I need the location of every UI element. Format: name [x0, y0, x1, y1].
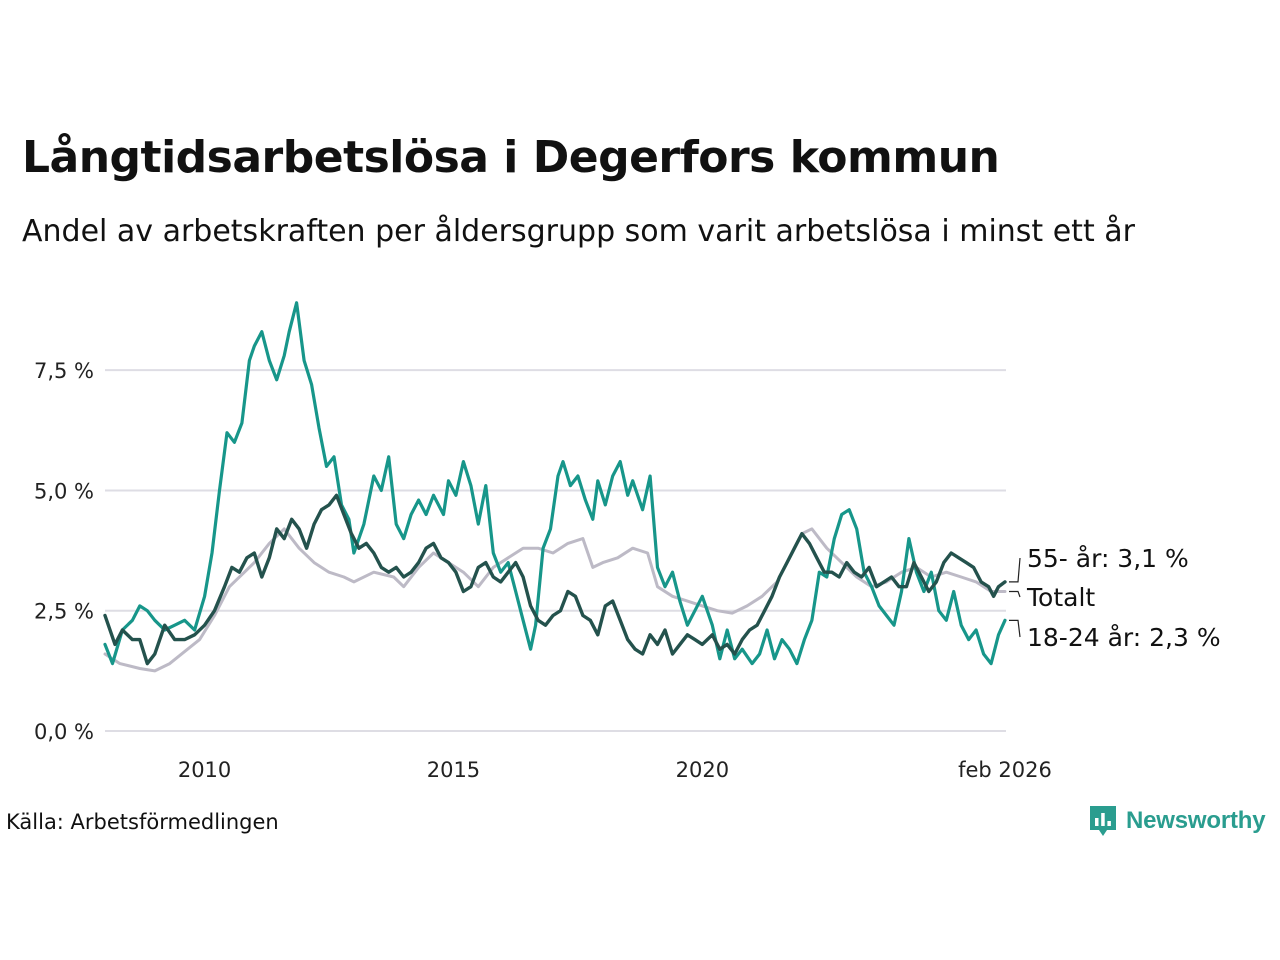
y-tick-label: 2,5 %: [34, 600, 94, 624]
newsworthy-logo-icon: [1090, 806, 1116, 836]
brand[interactable]: Newsworthy: [1088, 804, 1266, 838]
x-tick-label: 2010: [178, 758, 231, 782]
y-tick-label: 5,0 %: [34, 479, 94, 503]
series-label-old: 55- år: 3,1 %: [1027, 544, 1189, 573]
series-label-total: Totalt: [1026, 583, 1095, 612]
label-connector-old: [1009, 557, 1021, 583]
series-line-old: [103, 493, 1007, 666]
label-connector-young: [1009, 619, 1021, 638]
x-tick-label: feb 2026: [958, 758, 1052, 782]
series-line-young: [103, 301, 1007, 666]
chart-subtitle: Andel av arbetskraften per åldersgrupp s…: [22, 214, 1135, 249]
y-tick-label: 7,5 %: [34, 359, 94, 383]
y-tick-label: 0,0 %: [34, 720, 94, 744]
chart-title: Långtidsarbetslösa i Degerfors kommun: [22, 132, 1000, 183]
series-line-total: [103, 527, 1007, 673]
label-connector-total: [1009, 590, 1021, 598]
source-note: Källa: Arbetsförmedlingen: [6, 810, 279, 834]
series-label-young: 18-24 år: 2,3 %: [1027, 623, 1221, 652]
x-tick-label: 2015: [427, 758, 480, 782]
brand-name: Newsworthy: [1126, 807, 1266, 834]
x-tick-label: 2020: [676, 758, 729, 782]
